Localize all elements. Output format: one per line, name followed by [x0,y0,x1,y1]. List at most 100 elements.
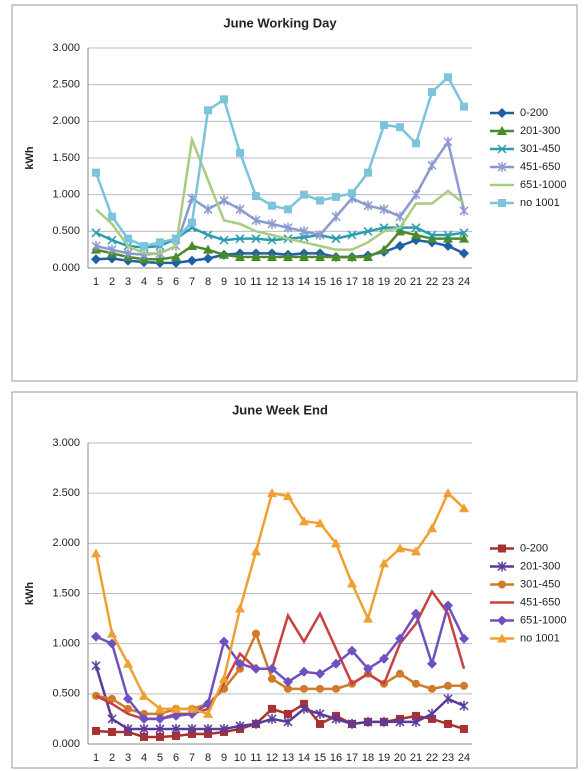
marker [171,703,181,713]
marker [251,663,261,674]
x-tick-label: 12 [266,752,278,764]
marker [316,719,324,728]
marker [379,558,389,568]
marker [411,223,421,233]
x-tick-label: 5 [157,752,163,764]
y-tick-label: 0.500 [52,688,80,700]
marker [172,731,180,740]
x-tick-label: 14 [298,752,310,764]
marker [108,694,116,703]
marker [91,228,101,238]
marker [187,723,197,734]
x-tick-label: 17 [346,276,358,288]
chart-title: June Week End [232,402,328,417]
marker [251,252,261,261]
marker [252,629,260,638]
marker [188,729,196,738]
marker [220,95,228,104]
marker [107,628,117,638]
marker [459,228,469,238]
marker [267,713,277,724]
marker [267,488,277,498]
y-tick-label: 1.500 [52,152,80,164]
marker [219,235,229,245]
marker [427,230,437,240]
marker [379,716,389,727]
marker [396,669,404,678]
marker [443,488,453,498]
y-tick-label: 0.000 [52,738,80,750]
x-tick-label: 2 [109,276,115,288]
marker [91,241,101,251]
marker [267,235,277,245]
marker [395,241,405,251]
marker [347,645,357,656]
marker [411,189,421,200]
marker [411,716,421,727]
marker [460,681,468,690]
marker [299,252,309,261]
marker [300,684,308,693]
marker [347,718,357,729]
chart: June Working Day kWh 0.000 0.500 1.000 1.500 2… [11,4,578,382]
legend-label: 301-450 [520,578,560,590]
marker [252,192,260,201]
marker [268,674,276,683]
x-tick-label: 7 [189,752,195,764]
x-tick-label: 22 [426,752,438,764]
x-tick-label: 10 [234,752,246,764]
marker [411,608,421,619]
marker [444,73,452,82]
marker [203,708,213,718]
marker [284,205,292,214]
marker [219,249,229,259]
legend-label: 451-650 [520,161,560,173]
marker [188,218,196,227]
series-line [94,665,465,731]
marker [380,121,388,129]
x-tick-label: 2 [109,752,115,764]
marker [331,234,341,244]
x-tick-label: 20 [394,752,406,764]
marker [331,713,341,724]
marker [283,491,293,501]
marker [379,653,389,664]
x-tick-label: 9 [221,752,227,764]
x-tick-label: 21 [410,752,422,764]
marker [331,538,341,548]
marker [498,544,506,553]
marker [283,676,293,687]
marker [251,215,261,226]
marker [107,244,117,255]
series-line [95,589,466,721]
x-tick-label: 3 [125,276,131,288]
marker [497,162,507,172]
x-tick-label: 10 [234,276,246,288]
marker [123,658,133,668]
marker [139,723,149,734]
marker [348,189,356,198]
marker [171,723,181,734]
marker [203,698,213,709]
x-tick-label: 8 [205,752,211,764]
x-tick-label: 12 [266,276,278,288]
y-tick-label: 2.000 [52,115,80,127]
marker [91,631,101,642]
marker [107,235,117,245]
x-tick-label: 23 [442,276,454,288]
x-tick-label: 14 [298,276,310,288]
marker [443,136,453,147]
marker [107,638,117,649]
marker [428,684,436,693]
marker [363,226,373,236]
legend-label: 651-1000 [520,179,567,191]
marker [444,681,452,690]
x-tick-label: 1 [93,276,99,288]
marker [171,252,181,261]
legend-label: 451-650 [520,596,560,608]
marker [187,255,197,266]
marker [363,200,373,211]
x-tick-label: 9 [221,276,227,288]
marker [459,248,469,259]
